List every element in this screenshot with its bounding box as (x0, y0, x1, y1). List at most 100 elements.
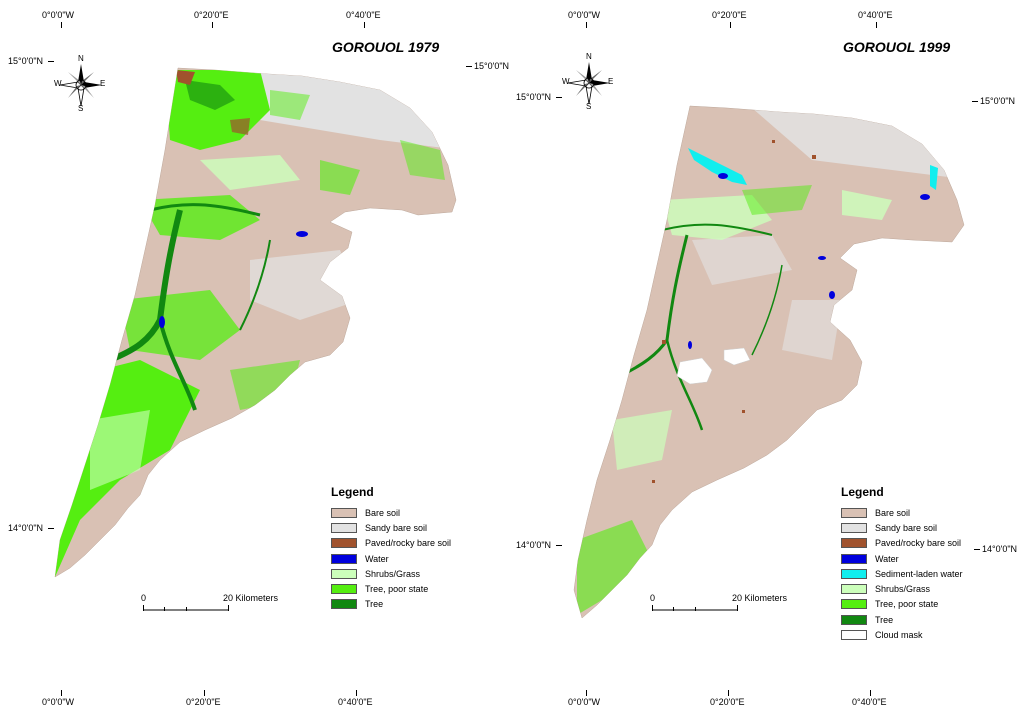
compass-n: N (78, 54, 84, 63)
lat-left-top: 15°0'0"N (516, 92, 552, 102)
legend-label: Sandy bare soil (875, 522, 938, 533)
legend-item: Tree, poor state (841, 597, 963, 612)
legend-swatch (841, 507, 867, 518)
lon-bottom-1: 0°0'0"W (42, 697, 75, 707)
legend-item: Paved/rocky bare soil (331, 536, 451, 551)
legend-label: Tree (365, 599, 384, 610)
legend-item: Shrubs/Grass (331, 566, 451, 581)
lon-bottom-2: 0°20'0"E (710, 697, 745, 707)
legend-swatch (331, 584, 357, 595)
tick (466, 66, 472, 67)
legend-swatch (841, 538, 867, 549)
scale-end: 20 Kilometers (223, 593, 279, 603)
legend-item: Tree (331, 597, 451, 612)
legend-label: Water (365, 553, 389, 564)
tick (556, 545, 562, 546)
compass-w: W (54, 79, 62, 88)
compass-e: E (100, 79, 106, 88)
legend-swatch (841, 614, 867, 625)
legend-label: Bare soil (875, 507, 911, 518)
map-title: GOROUOL 1999 (843, 39, 951, 55)
tick (61, 22, 62, 28)
scale-bar: 0 20 Kilometers (141, 593, 293, 623)
scale-zero: 0 (650, 593, 656, 603)
legend-label: Tree, poor state (875, 599, 939, 610)
legend-label: Cloud mask (875, 630, 923, 641)
legend-swatch (331, 538, 357, 549)
legend-swatch (331, 507, 357, 518)
legend-item: Tree (841, 612, 963, 627)
legend-item: Sediment-laden water (841, 566, 963, 581)
legend-swatch (841, 584, 867, 595)
tick (356, 690, 357, 696)
tick (212, 22, 213, 28)
tick (730, 22, 731, 28)
legend-swatch (841, 568, 867, 579)
lat-right-bottom: 14°0'0"N (982, 544, 1018, 554)
lon-top-1: 0°0'0"W (568, 10, 601, 20)
legend-item: Water (841, 551, 963, 566)
legend-swatch (331, 568, 357, 579)
tick (586, 22, 587, 28)
legend-item: Bare soil (841, 505, 963, 520)
tick (870, 690, 871, 696)
lon-bottom-3: 0°40'0"E (338, 697, 373, 707)
legend-item: Cloud mask (841, 627, 963, 642)
scale-end: 20 Kilometers (732, 593, 788, 603)
legend-label: Tree, poor state (365, 584, 429, 595)
lon-bottom-3: 0°40'0"E (852, 697, 887, 707)
legend-swatch (331, 599, 357, 610)
compass-s: S (78, 104, 84, 113)
lon-top-2: 0°20'0"E (194, 10, 229, 20)
compass-rose-icon: N S E W (54, 54, 106, 113)
legend-swatch (841, 630, 867, 641)
tick (48, 528, 54, 529)
legend-title: Legend (331, 485, 374, 499)
tick (61, 690, 62, 696)
map-panel-1999: 0°0'0"W 0°20'0"E 0°40'0"E 15°0'0"N 15°0'… (512, 0, 1024, 716)
scale-zero: 0 (141, 593, 147, 603)
tick (556, 97, 562, 98)
legend-label: Paved/rocky bare soil (875, 538, 962, 549)
lon-top-1: 0°0'0"W (42, 10, 75, 20)
legend-item: Sandy bare soil (331, 520, 451, 535)
lat-right-top: 15°0'0"N (980, 96, 1016, 106)
tick (586, 690, 587, 696)
tick (204, 690, 205, 696)
lon-top-3: 0°40'0"E (858, 10, 893, 20)
lat-left-bottom: 14°0'0"N (516, 540, 552, 550)
lon-top-2: 0°20'0"E (712, 10, 747, 20)
legend-swatch (331, 522, 357, 533)
legend-item: Bare soil (331, 505, 451, 520)
legend-label: Tree (875, 614, 894, 625)
tick (974, 549, 980, 550)
legend-item: Shrubs/Grass (841, 581, 963, 596)
legend-swatch (841, 599, 867, 610)
lon-bottom-2: 0°20'0"E (186, 697, 221, 707)
lat-left-bottom: 14°0'0"N (8, 523, 44, 533)
lon-bottom-1: 0°0'0"W (568, 697, 601, 707)
map-title: GOROUOL 1979 (332, 39, 440, 55)
map-area-1979 (54, 67, 457, 578)
region-outline (573, 105, 965, 619)
legend-label: Bare soil (365, 507, 401, 518)
legend-swatch (331, 553, 357, 564)
lon-top-3: 0°40'0"E (346, 10, 381, 20)
tick (972, 101, 978, 102)
tick (728, 690, 729, 696)
legend-label: Shrubs/Grass (365, 568, 421, 579)
lat-right-top: 15°0'0"N (474, 61, 510, 71)
legend-item: Water (331, 551, 451, 566)
map-panel-1979: 0°0'0"W 0°20'0"E 0°40'0"E 15°0'0"N 15°0'… (8, 10, 510, 707)
legend-label: Sediment-laden water (875, 568, 963, 579)
map-area-1999 (573, 105, 965, 619)
legend-swatch (841, 522, 867, 533)
legend-label: Sandy bare soil (365, 522, 428, 533)
compass-e: E (608, 77, 614, 86)
compass-rose-icon: N S E W (562, 52, 614, 111)
legend-item: Tree, poor state (331, 581, 451, 596)
compass-n: N (586, 52, 592, 61)
legend-swatch (841, 553, 867, 564)
legend-label: Water (875, 553, 899, 564)
legend-title: Legend (841, 485, 884, 499)
